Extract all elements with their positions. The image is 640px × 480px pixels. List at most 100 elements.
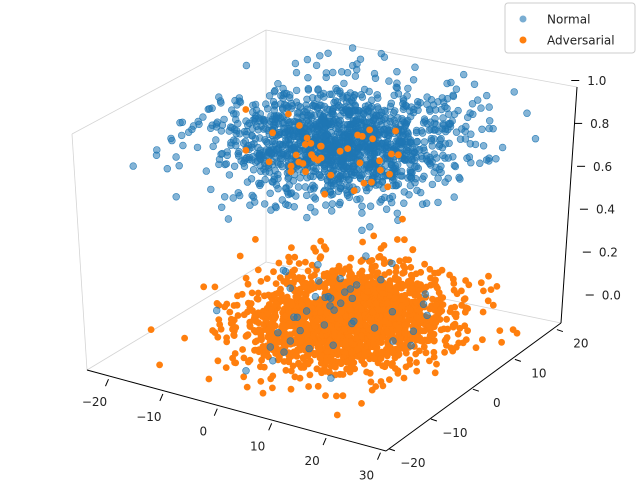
normal-point [306, 121, 314, 129]
normal-point [263, 139, 272, 147]
normal-point [366, 223, 374, 231]
normal-point [301, 183, 310, 191]
adversarial-point [431, 269, 438, 277]
adversarial-point [480, 287, 487, 295]
y-tick-label: 20 [573, 337, 588, 351]
normal-point [334, 128, 342, 137]
adversarial-point [412, 270, 420, 278]
normal-point [264, 104, 272, 113]
normal-point [452, 85, 461, 93]
adversarial-point [337, 308, 345, 316]
adversarial-point [282, 366, 290, 374]
adversarial-point [296, 374, 304, 382]
normal-point [350, 317, 358, 325]
normal-point [394, 90, 403, 98]
adversarial-point [424, 337, 431, 345]
z-tick-label: 0.4 [596, 203, 615, 217]
legend: Normal Adversarial [504, 2, 636, 54]
normal-point [381, 144, 389, 153]
z-axis-ticks: 0.0 0.2 0.4 0.6 0.8 1.0 [571, 74, 621, 303]
normal-point [193, 143, 202, 152]
adversarial-point [359, 238, 366, 246]
normal-point [412, 175, 420, 183]
adversarial-point [484, 297, 492, 305]
adversarial-point [341, 326, 349, 333]
y-tick-label: −20 [400, 456, 425, 470]
y-tick-mark [388, 448, 396, 452]
adversarial-point [380, 242, 388, 249]
normal-point [354, 150, 362, 159]
y-tick-label: 10 [531, 366, 546, 380]
normal-point [380, 115, 388, 123]
normal-point [313, 126, 322, 134]
normal-point [188, 125, 196, 134]
adversarial-point [295, 260, 303, 267]
adversarial-point [267, 375, 275, 383]
normal-point [407, 341, 415, 350]
adversarial-point [217, 325, 225, 333]
adversarial-point [209, 327, 217, 334]
adversarial-point [147, 326, 155, 333]
normal-point [477, 104, 485, 112]
normal-point [336, 172, 344, 181]
adversarial-point [421, 260, 428, 268]
normal-point [346, 89, 354, 97]
adversarial-point [356, 159, 364, 167]
normal-point [235, 147, 243, 156]
adversarial-point [242, 274, 250, 282]
normal-point [236, 191, 244, 200]
normal-point [362, 252, 370, 260]
normal-point [442, 127, 450, 136]
adversarial-point [438, 266, 446, 274]
adversarial-point [368, 386, 376, 394]
adversarial-point [299, 160, 307, 167]
adversarial-point [416, 318, 424, 326]
adversarial-point [493, 283, 501, 290]
normal-point [409, 108, 418, 117]
adversarial-point [302, 258, 309, 266]
normal-point [229, 194, 237, 202]
normal-point [287, 99, 296, 108]
adversarial-point [288, 367, 295, 375]
normal-point [423, 93, 431, 101]
x-tick-label: −20 [82, 395, 107, 409]
normal-point [222, 160, 231, 168]
normal-point [445, 139, 453, 148]
normal-point [308, 129, 316, 138]
normal-point [304, 73, 312, 82]
adversarial-point [200, 283, 208, 291]
normal-point [485, 103, 493, 111]
adversarial-point [264, 310, 271, 318]
adversarial-point [287, 298, 295, 306]
adversarial-point [230, 332, 238, 339]
adversarial-point [401, 236, 408, 244]
adversarial-point [347, 254, 355, 262]
adversarial-point [322, 279, 330, 287]
adversarial-point [433, 360, 440, 368]
normal-point [352, 281, 361, 289]
normal-point [261, 200, 269, 208]
normal-point [213, 306, 221, 315]
normal-point [278, 104, 287, 112]
adversarial-point [273, 338, 280, 346]
adversarial-point [413, 359, 420, 366]
normal-point [418, 175, 427, 183]
normal-point [388, 192, 397, 201]
adversarial-point [454, 330, 462, 338]
adversarial-point [308, 151, 315, 159]
adversarial-point [381, 317, 389, 325]
normal-point [284, 136, 293, 144]
normal-point [342, 181, 350, 190]
normal-point [402, 102, 411, 110]
adversarial-point [443, 315, 450, 323]
adversarial-point [279, 321, 286, 329]
normal-point [485, 124, 493, 133]
normal-point [428, 180, 437, 189]
adversarial-point [317, 142, 324, 150]
adversarial-point [257, 378, 265, 385]
adversarial-point [256, 326, 264, 334]
adversarial-point [368, 263, 376, 271]
adversarial-point [377, 166, 384, 174]
normal-point [284, 174, 292, 183]
